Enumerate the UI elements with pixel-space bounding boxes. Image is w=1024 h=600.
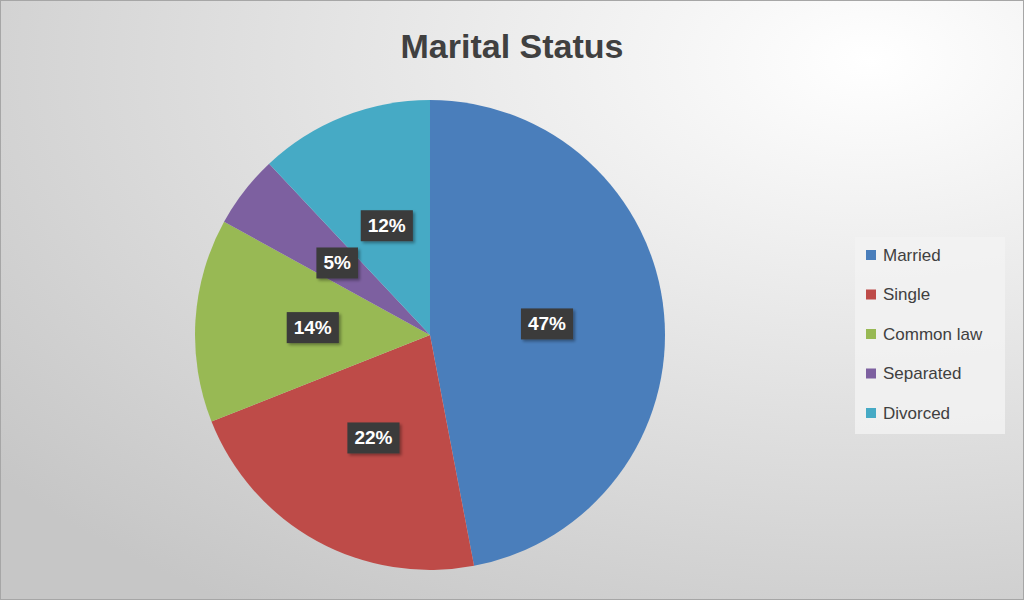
legend-swatch: [866, 329, 876, 339]
data-label: 22%: [354, 427, 392, 448]
data-label-box: [521, 308, 573, 339]
legend-swatch: [866, 369, 876, 379]
pie-slice: [269, 100, 430, 335]
data-label-box: [347, 422, 399, 453]
data-label-box: [316, 247, 358, 278]
legend-label: Separated: [883, 364, 961, 383]
legend-label: Divorced: [883, 404, 950, 423]
data-label-box: [361, 210, 413, 241]
data-label: 5%: [323, 252, 351, 273]
legend-label: Common law: [883, 325, 983, 344]
legend-label: Married: [883, 246, 941, 265]
chart: Marital Status 47% 22% 14% 5% 12% Married Singl…: [0, 0, 1024, 600]
legend-swatch: [866, 290, 876, 300]
title: Marital Status: [401, 27, 624, 65]
data-label-box: [287, 312, 339, 343]
pie: [195, 100, 665, 570]
data-labels: 47% 22% 14% 5% 12%: [287, 210, 573, 453]
data-label: 14%: [294, 317, 332, 338]
data-label: 12%: [368, 215, 406, 236]
legend-swatch: [866, 250, 876, 260]
pie-slice: [430, 100, 665, 566]
legend-swatch: [866, 408, 876, 418]
legend-label: Single: [883, 285, 930, 304]
legend: Married Single Common law Separated Divorced: [855, 237, 1005, 434]
data-label: 47%: [528, 313, 566, 334]
legend-box: [855, 237, 1005, 434]
background: [1, 1, 1024, 600]
